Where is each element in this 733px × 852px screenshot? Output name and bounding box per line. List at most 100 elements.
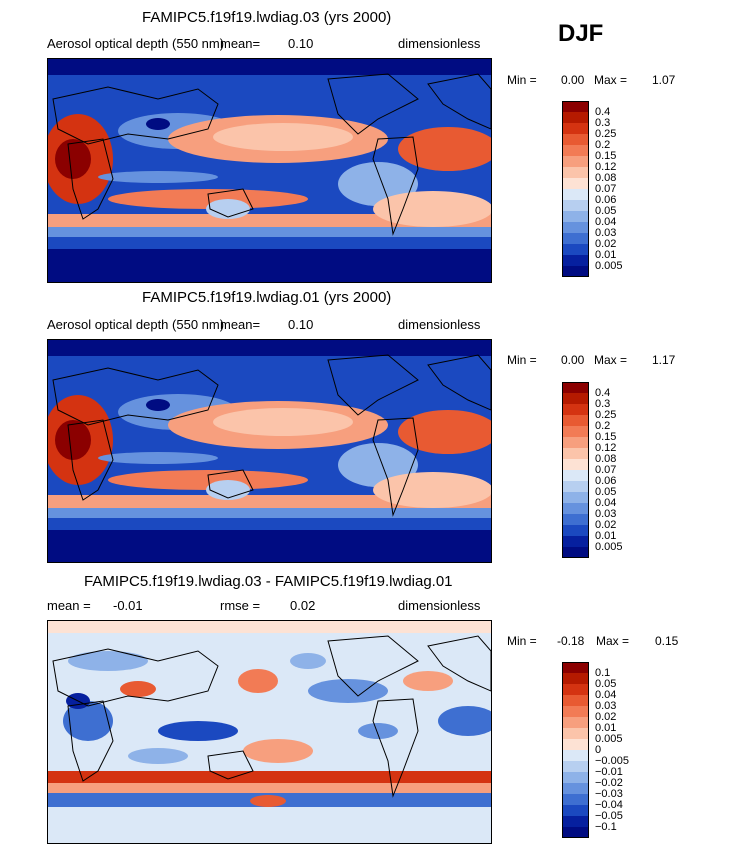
panel-1-min-label: Min =	[507, 73, 537, 87]
colorbar-swatch	[562, 794, 589, 805]
colorbar-swatch	[562, 167, 589, 178]
colorbar-tick-label: 0.05	[595, 204, 617, 217]
colorbar-swatch	[562, 123, 589, 134]
colorbar-tick-label: 0.04	[595, 688, 617, 701]
colorbar-tick-label: 0.01	[595, 248, 617, 261]
colorbar-swatch	[562, 404, 589, 415]
panel-3-colorbar: 0.1 0.05 0.04 0.03 0.02 0.01 0.005 0 −0.005 −0.01…	[562, 662, 662, 838]
colorbar-swatch	[562, 382, 589, 393]
colorbar-swatch	[562, 211, 589, 222]
panel-2-min-label: Min =	[507, 353, 537, 367]
colorbar-swatch	[562, 448, 589, 459]
colorbar-swatch	[562, 547, 589, 558]
colorbar-tick-label: −0.05	[595, 809, 623, 822]
colorbar-tick-label: 0.08	[595, 452, 617, 465]
colorbar-swatch	[562, 222, 589, 233]
colorbar-tick-label: 0.01	[595, 529, 617, 542]
panel-1-colorbar: 0.4 0.3 0.25 0.2 0.15 0.12 0.08 0.07 0.06 0.05 0.0…	[562, 101, 662, 277]
colorbar-tick-label: 0.2	[595, 419, 611, 432]
colorbar-swatch	[562, 459, 589, 470]
colorbar-tick-label: 0.03	[595, 226, 617, 239]
colorbar-swatch	[562, 492, 589, 503]
colorbar-swatch	[562, 717, 589, 728]
colorbar-tick-label: 0.04	[595, 496, 617, 509]
colorbar-tick-label: −0.02	[595, 776, 623, 789]
colorbar-swatch	[562, 134, 589, 145]
colorbar-tick-label: 0	[595, 743, 602, 756]
colorbar-tick-label: 0.06	[595, 474, 617, 487]
panel-1-mean-value: 0.10	[288, 36, 314, 51]
panel-1-mean-label: mean=	[220, 36, 261, 51]
colorbar-tick-label: 0.25	[595, 408, 617, 421]
colorbar-tick-label: 0.12	[595, 160, 617, 173]
colorbar-tick-label: 0.05	[595, 485, 617, 498]
colorbar-swatch	[562, 695, 589, 706]
colorbar-tick-label: 0.3	[595, 116, 611, 129]
colorbar-swatch	[562, 470, 589, 481]
colorbar-tick-label: 0.4	[595, 386, 611, 399]
colorbar-tick-label: 0.15	[595, 430, 617, 443]
colorbar-swatch	[562, 393, 589, 404]
colorbar-tick-label: 0.25	[595, 127, 617, 140]
panel-3-title: FAMIPC5.f19f19.lwdiag.03 - FAMIPC5.f19f1…	[84, 573, 453, 590]
colorbar-swatch	[562, 178, 589, 189]
colorbar-swatch	[562, 437, 589, 448]
colorbar-swatch	[562, 739, 589, 750]
colorbar-swatch	[562, 481, 589, 492]
colorbar-swatch	[562, 503, 589, 514]
colorbar-tick-label: 0.4	[595, 105, 611, 118]
colorbar-tick-label: 0.07	[595, 463, 617, 476]
colorbar-tick-label: 0.02	[595, 710, 617, 723]
colorbar-tick-label: 0.06	[595, 193, 617, 206]
colorbar-tick-label: 0.005	[595, 540, 623, 553]
colorbar-tick-label: 0.08	[595, 171, 617, 184]
colorbar-tick-label: 0.04	[595, 215, 617, 228]
panel-3-max-label: Max =	[596, 634, 630, 648]
panel-2-mean-label: mean=	[220, 317, 261, 332]
colorbar-tick-label: −0.01	[595, 765, 623, 778]
colorbar-tick-label: 0.02	[595, 237, 617, 250]
panel-2-map	[47, 339, 492, 563]
colorbar-tick-label: 0.01	[595, 721, 617, 734]
colorbar-tick-label: 0.005	[595, 259, 623, 272]
colorbar-swatch	[562, 101, 589, 112]
colorbar-tick-label: 0.005	[595, 732, 623, 745]
panel-3-rmse-value: 0.02	[290, 598, 316, 613]
panel-2-title: FAMIPC5.f19f19.lwdiag.01 (yrs 2000)	[142, 289, 392, 306]
colorbar-swatch	[562, 415, 589, 426]
colorbar-swatch	[562, 145, 589, 156]
panel-1-title: FAMIPC5.f19f19.lwdiag.03 (yrs 2000)	[142, 9, 392, 26]
colorbar-swatch	[562, 255, 589, 266]
panel-2-units: dimensionless	[398, 317, 481, 332]
season-label: DJF	[558, 20, 604, 47]
colorbar-tick-label: 0.3	[595, 397, 611, 410]
panel-2-min-value: 0.00	[561, 353, 585, 367]
colorbar-tick-label: 0.1	[595, 666, 611, 679]
colorbar-tick-label: 0.15	[595, 149, 617, 162]
colorbar-swatch	[562, 750, 589, 761]
colorbar-tick-label: −0.04	[595, 798, 623, 811]
panel-1-max-value: 1.07	[652, 73, 676, 87]
colorbar-tick-label: 0.12	[595, 441, 617, 454]
colorbar-swatch	[562, 244, 589, 255]
colorbar-tick-label: −0.005	[595, 754, 629, 767]
panel-2-colorbar: 0.4 0.3 0.25 0.2 0.15 0.12 0.08 0.07 0.06 0.05 0.0…	[562, 382, 662, 558]
colorbar-swatch	[562, 200, 589, 211]
panel-1-units: dimensionless	[398, 36, 481, 51]
colorbar-tick-label: 0.07	[595, 182, 617, 195]
panel-1-map	[47, 58, 492, 283]
colorbar-swatch	[562, 514, 589, 525]
panel-2-variable-label: Aerosol optical depth (550 nm)	[47, 317, 225, 332]
panel-2-max-value: 1.17	[652, 353, 676, 367]
panel-1-variable-label: Aerosol optical depth (550 nm)	[47, 36, 225, 51]
panel-3-mean-label: mean =	[47, 598, 91, 613]
colorbar-swatch	[562, 112, 589, 123]
colorbar-tick-label: 0.2	[595, 138, 611, 151]
colorbar-swatch	[562, 525, 589, 536]
panel-3-min-value: -0.18	[557, 634, 585, 648]
panel-3-rmse-label: rmse =	[220, 598, 261, 613]
colorbar-tick-label: 0.03	[595, 699, 617, 712]
colorbar-swatch	[562, 536, 589, 547]
colorbar-swatch	[562, 673, 589, 684]
colorbar-swatch	[562, 706, 589, 717]
